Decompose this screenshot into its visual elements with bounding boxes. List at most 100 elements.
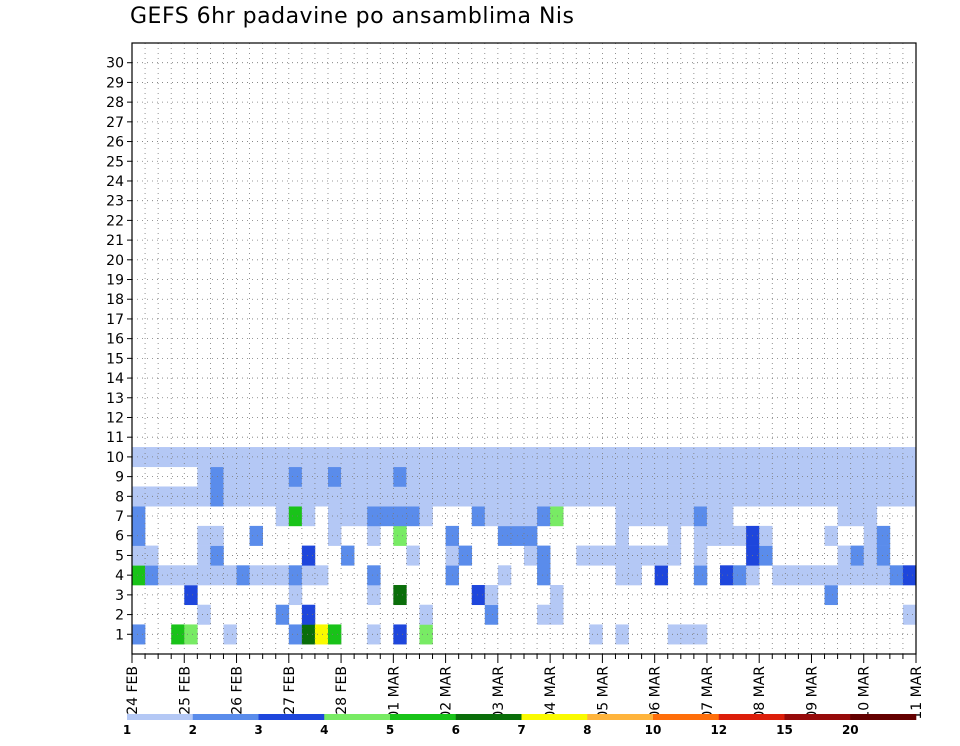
- data-cell: [197, 486, 211, 507]
- data-cell: [497, 565, 512, 586]
- data-cell: [406, 506, 420, 527]
- data-cell: [184, 447, 198, 468]
- x-tick-label: 26 FEB: [230, 666, 246, 715]
- y-tick-label: 1: [115, 627, 124, 643]
- data-cell: [288, 506, 303, 527]
- data-cell: [641, 506, 655, 527]
- data-cell: [693, 525, 708, 546]
- data-cell: [367, 525, 381, 546]
- data-cell: [863, 466, 878, 487]
- data-cell: [759, 525, 773, 546]
- x-tick-label: 06 MAR: [648, 666, 664, 720]
- y-tick-label: 2: [115, 608, 124, 624]
- y-tick-label: 19: [106, 273, 124, 289]
- data-cell: [902, 466, 917, 487]
- data-cell: [563, 486, 577, 507]
- data-cell: [419, 604, 433, 625]
- data-cell: [132, 525, 146, 546]
- x-tick-label: 27 FEB: [282, 666, 298, 715]
- data-cell: [876, 447, 891, 468]
- data-cell: [132, 624, 146, 645]
- y-tick-label: 22: [106, 213, 124, 229]
- data-cell: [654, 565, 669, 586]
- legend-label: 5: [386, 723, 394, 737]
- y-tick-label: 15: [106, 351, 124, 367]
- y-tick-label: 3: [115, 588, 124, 604]
- data-cell: [667, 466, 682, 487]
- data-cell: [197, 565, 211, 586]
- data-cell: [249, 565, 263, 586]
- data-cell: [314, 486, 329, 507]
- y-tick-label: 25: [106, 154, 124, 170]
- data-cell: [759, 447, 773, 468]
- data-cell: [197, 604, 211, 625]
- legend-swatch: [455, 714, 522, 720]
- data-cell: [811, 565, 825, 586]
- data-cell: [863, 447, 878, 468]
- data-cell: [288, 447, 303, 468]
- legend-swatch: [653, 714, 720, 720]
- data-cell: [811, 486, 825, 507]
- data-cell: [262, 466, 277, 487]
- data-cell: [354, 447, 368, 468]
- data-cell: [314, 565, 329, 586]
- grid-lines: [131, 43, 917, 654]
- data-cell: [406, 447, 420, 468]
- data-cell: [380, 486, 394, 507]
- data-cell: [667, 624, 682, 645]
- data-cell: [419, 447, 433, 468]
- data-cell: [393, 486, 407, 507]
- data-cell: [876, 466, 891, 487]
- data-cell: [863, 565, 878, 586]
- chart-title: GEFS 6hr padavine po ansamblima Nis: [130, 4, 575, 29]
- data-cell: [497, 506, 512, 527]
- data-cell: [824, 585, 838, 606]
- data-cell: [197, 447, 211, 468]
- data-cell: [288, 466, 303, 487]
- data-cell: [393, 506, 407, 527]
- data-cell: [693, 506, 708, 527]
- data-cell: [328, 447, 342, 468]
- data-cell: [837, 506, 851, 527]
- data-cell: [837, 545, 851, 566]
- data-cell: [772, 466, 786, 487]
- data-cell: [458, 486, 473, 507]
- data-cell: [301, 565, 316, 586]
- data-cell: [262, 447, 277, 468]
- data-cell: [889, 466, 904, 487]
- data-cell: [706, 525, 721, 546]
- data-cell: [524, 545, 538, 566]
- legend-label: 1: [123, 723, 131, 737]
- legend-label: 15: [776, 723, 793, 737]
- data-cell: [837, 447, 851, 468]
- data-cell: [720, 525, 734, 546]
- data-cell: [406, 486, 420, 507]
- x-tick-label: 11 MAR: [909, 666, 925, 720]
- data-cell: [288, 585, 303, 606]
- y-tick-label: 18: [106, 292, 124, 308]
- data-cell: [589, 466, 603, 487]
- x-tick-label: 25 FEB: [177, 666, 193, 715]
- data-cell: [628, 466, 642, 487]
- y-tick-label: 23: [106, 194, 124, 210]
- data-cell: [889, 447, 904, 468]
- data-cell: [628, 565, 642, 586]
- legend-swatch: [587, 714, 654, 720]
- data-cell: [145, 447, 159, 468]
- legend-label: 3: [254, 723, 262, 737]
- data-cell: [733, 466, 747, 487]
- data-cell: [524, 447, 538, 468]
- data-cell: [654, 447, 669, 468]
- data-cell: [354, 486, 368, 507]
- data-cell: [693, 486, 708, 507]
- data-cell: [654, 506, 669, 527]
- data-cell: [223, 565, 237, 586]
- data-cell: [301, 604, 316, 625]
- data-cell: [667, 486, 682, 507]
- y-tick-label: 26: [106, 135, 124, 151]
- data-cell: [798, 486, 812, 507]
- x-tick-label: 28 FEB: [334, 666, 350, 715]
- data-cell: [367, 486, 381, 507]
- data-cell: [158, 565, 172, 586]
- data-cell: [132, 447, 146, 468]
